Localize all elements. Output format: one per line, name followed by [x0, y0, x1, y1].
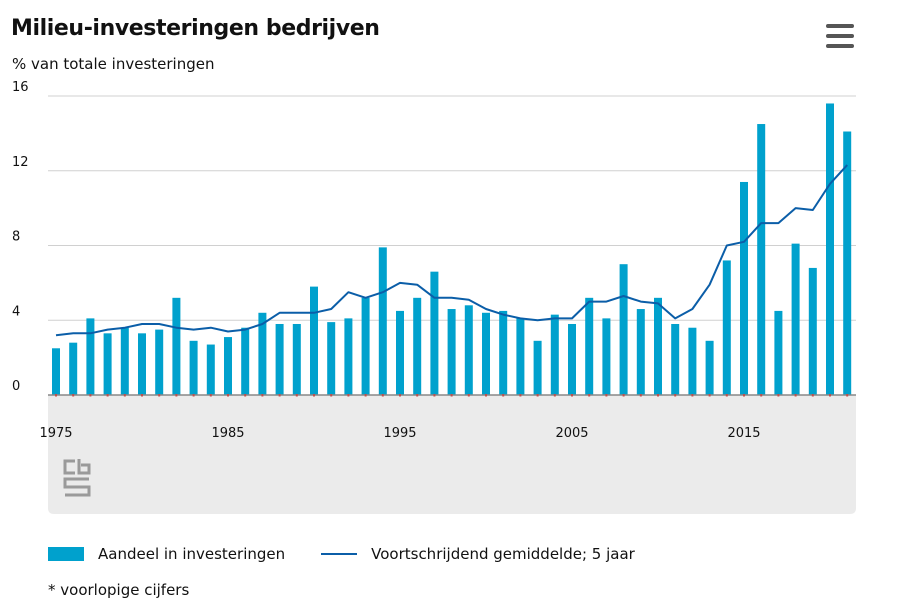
bar: [482, 312, 490, 395]
bar: [344, 318, 353, 395]
bar: [310, 286, 318, 395]
hamburger-menu-icon[interactable]: [826, 24, 854, 48]
bar: [671, 323, 680, 395]
bar: [138, 333, 146, 395]
bar: [413, 297, 422, 395]
bar: [688, 327, 697, 395]
axis-panel: [48, 395, 856, 514]
x-tick-label: 2015: [727, 426, 760, 441]
bar: [275, 323, 284, 395]
bar: [722, 260, 731, 395]
bar: [757, 124, 766, 395]
bar: [619, 264, 628, 395]
bar: [396, 310, 404, 395]
bar: [224, 337, 232, 395]
bar: [516, 318, 525, 395]
legend-bar-swatch: [48, 547, 84, 561]
y-tick-label: 0: [12, 379, 20, 394]
bar: [550, 314, 559, 395]
bar: [430, 271, 439, 395]
bar: [69, 342, 78, 395]
y-tick-label: 4: [12, 304, 20, 319]
cbs-logo-icon: [63, 459, 91, 497]
bar: [292, 323, 301, 395]
bar-line-chart: 0 4 8 12 16 1975 1985 1995 2005 2015: [12, 80, 856, 514]
bar: [774, 310, 783, 395]
legend-bar-label: Aandeel in investeringen: [98, 545, 286, 563]
bar: [585, 297, 594, 395]
bar: [740, 181, 748, 395]
legend-line-label: Voortschrijdend gemiddelde; 5 jaar: [371, 545, 635, 563]
legend-line-swatch: [321, 553, 358, 555]
x-tick-label: 1995: [383, 426, 416, 441]
bar: [843, 131, 852, 395]
chart-legend: Aandeel in investeringen Voortschrijdend…: [48, 545, 671, 563]
bar: [447, 309, 456, 395]
y-tick-label: 16: [12, 80, 29, 95]
y-tick-label: 12: [12, 155, 29, 170]
y-tick-label: 8: [12, 230, 20, 245]
bar: [826, 103, 834, 395]
x-tick-label: 1985: [211, 426, 244, 441]
bar: [206, 344, 215, 395]
bar: [155, 329, 164, 395]
bar: [464, 305, 473, 395]
bar: [568, 323, 576, 395]
bar: [172, 297, 181, 395]
bar: [533, 340, 542, 395]
menu-line: [826, 24, 854, 28]
bar: [361, 297, 370, 395]
bar: [808, 267, 817, 395]
moving-average-line: [55, 164, 848, 337]
menu-line: [826, 34, 854, 38]
bar: [52, 348, 60, 395]
chart-subtitle: % van totale investeringen: [12, 55, 215, 73]
x-tick-label: 2005: [555, 426, 588, 441]
bar: [327, 322, 336, 395]
bar: [602, 318, 611, 395]
bar: [258, 312, 267, 395]
bar: [86, 318, 95, 395]
bar: [499, 310, 508, 395]
bar: [378, 247, 387, 395]
bar: [654, 297, 662, 395]
bar: [120, 327, 129, 395]
footnote: * voorlopige cijfers: [48, 581, 190, 599]
x-tick-label: 1975: [39, 426, 72, 441]
bar: [636, 309, 645, 395]
bar: [189, 340, 198, 395]
bar: [705, 340, 714, 395]
menu-line: [826, 44, 854, 48]
chart-title: Milieu-investeringen bedrijven: [11, 16, 380, 41]
legend-item-line[interactable]: Voortschrijdend gemiddelde; 5 jaar: [321, 545, 635, 563]
bar: [791, 243, 800, 395]
bar: [103, 333, 112, 395]
bar: [241, 327, 250, 395]
legend-item-bars[interactable]: Aandeel in investeringen: [48, 545, 285, 563]
